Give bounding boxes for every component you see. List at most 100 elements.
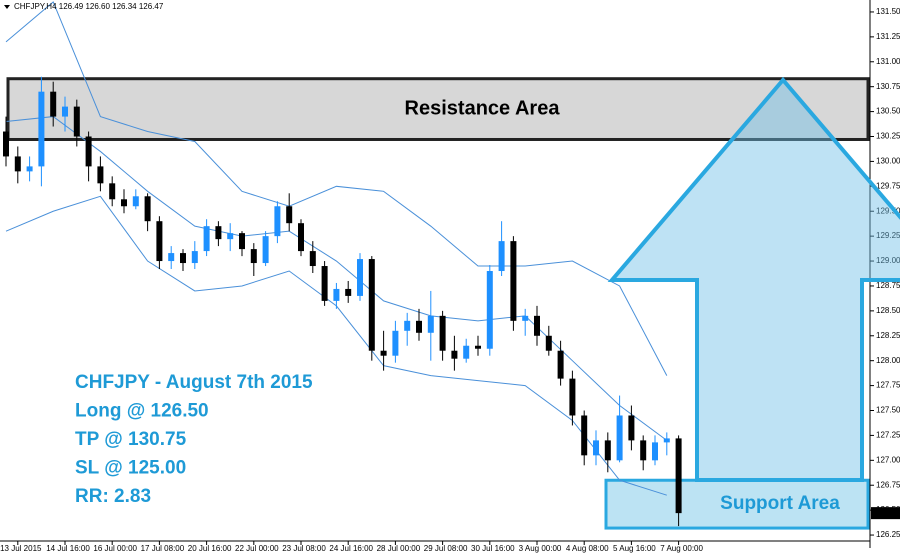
- candle-body: [239, 233, 245, 250]
- y-tick-label: 128.75: [876, 281, 900, 290]
- long-arrow: [607, 76, 900, 482]
- y-tick-label: 129.75: [876, 181, 900, 190]
- trade-note: CHFJPY - August 7th 2015: [75, 372, 313, 393]
- y-tick-label: 127.50: [876, 406, 900, 415]
- y-tick-label: 130.25: [876, 132, 900, 141]
- x-tick-label: 30 Jul 16:00: [471, 544, 515, 553]
- candle-body: [191, 251, 198, 264]
- bollinger-band: [5, 116, 668, 441]
- x-tick-label: 16 Jul 00:00: [93, 544, 137, 553]
- menu-triangle: [4, 5, 10, 9]
- candle-body: [121, 199, 127, 207]
- candle-body: [463, 345, 470, 359]
- candle-body: [522, 315, 529, 321]
- candle-body: [628, 415, 635, 441]
- trade-note: TP @ 130.75: [75, 429, 187, 450]
- candle-body: [604, 440, 611, 461]
- y-tick-label: 130.75: [876, 82, 900, 91]
- candle-body: [168, 253, 175, 262]
- candle-body: [215, 226, 222, 240]
- candle-body: [475, 345, 481, 349]
- candle-body: [227, 233, 234, 240]
- candle-body: [203, 226, 210, 252]
- x-tick-label: 29 Jul 08:00: [424, 544, 468, 553]
- candle-body: [14, 156, 21, 172]
- candle-body: [109, 183, 116, 200]
- y-tick-label: 126.75: [876, 480, 900, 489]
- x-tick-label: 13 Jul 2015: [0, 544, 42, 553]
- bollinger-band: [5, 1, 668, 376]
- candle-body: [298, 223, 304, 252]
- price-tag: [871, 507, 900, 520]
- zone-label: Resistance Area: [405, 97, 561, 119]
- y-tick-label: 127.25: [876, 431, 900, 440]
- candle-body: [73, 106, 80, 137]
- candle-body: [357, 259, 363, 296]
- candle-body: [26, 166, 33, 172]
- y-tick-label: 126.25: [876, 530, 900, 539]
- x-tick-label: 7 Aug 00:00: [660, 544, 703, 553]
- x-tick-label: 23 Jul 08:00: [282, 544, 326, 553]
- candle-body: [557, 350, 564, 379]
- y-tick-label: 130.00: [876, 157, 900, 166]
- candle-body: [97, 166, 104, 184]
- y-tick-label: 129.50: [876, 206, 900, 215]
- candle-body: [392, 330, 399, 356]
- y-tick-label: 127.00: [876, 455, 900, 464]
- x-tick-label: 3 Aug 00:00: [519, 544, 562, 553]
- candle-body: [404, 320, 411, 331]
- candle-body: [156, 221, 163, 262]
- candle-body: [286, 206, 293, 224]
- candle-body: [345, 288, 352, 296]
- candle-body: [486, 271, 493, 349]
- candle-body: [652, 442, 658, 461]
- candle-body: [545, 335, 552, 351]
- candle-body: [534, 315, 540, 336]
- candle-body: [62, 106, 68, 117]
- candle-body: [510, 241, 517, 321]
- candle-body: [333, 288, 340, 301]
- candle-body: [144, 196, 151, 222]
- trade-note: RR: 2.83: [75, 486, 151, 507]
- price-tag-label: 126.47: [874, 508, 899, 517]
- candle-body: [675, 438, 682, 514]
- x-tick-label: 4 Aug 08:00: [566, 544, 609, 553]
- candle-body: [3, 131, 9, 157]
- header: CHFJPY,H4 126.49 126.60 126.34 126.47: [14, 2, 164, 11]
- y-tick-label: 127.75: [876, 381, 900, 390]
- x-tick-label: 24 Jul 16:00: [329, 544, 373, 553]
- x-tick-label: 17 Jul 08:00: [141, 544, 185, 553]
- overlay: Resistance Area Support Area CHFJPY - Augu…: [75, 97, 840, 514]
- x-tick-label: 22 Jul 00:00: [235, 544, 279, 553]
- candle-body: [262, 236, 269, 264]
- candle-body: [439, 315, 446, 351]
- candle-body: [616, 415, 623, 461]
- zone-label: Support Area: [720, 493, 840, 514]
- x-tick-label: 14 Jul 16:00: [46, 544, 90, 553]
- candle-body: [416, 320, 422, 333]
- candle-body: [38, 91, 45, 167]
- plot-area: [3, 1, 682, 527]
- candle-body: [50, 91, 57, 117]
- candle-body: [321, 266, 328, 301]
- y-tick-label: 128.50: [876, 306, 900, 315]
- candle-body: [274, 206, 281, 237]
- zone: [6, 77, 870, 141]
- y-tick-label: 131.50: [876, 7, 900, 16]
- y-tick-label: 128.25: [876, 331, 900, 340]
- y-tick-label: 128.00: [876, 356, 900, 365]
- x-tick-label: 28 Jul 00:00: [377, 544, 421, 553]
- x-tick-label: 20 Jul 16:00: [188, 544, 232, 553]
- y-tick-label: 129.00: [876, 256, 900, 265]
- y-tick-label: 129.25: [876, 231, 900, 240]
- candle-body: [85, 136, 92, 167]
- candle-body: [368, 259, 375, 351]
- trade-note: Long @ 126.50: [75, 401, 209, 422]
- candle-body: [250, 249, 257, 264]
- candle-body: [309, 251, 316, 267]
- candle-body: [427, 315, 434, 333]
- candle-body: [132, 196, 139, 207]
- candle-body: [581, 415, 588, 456]
- candle-body: [180, 253, 186, 264]
